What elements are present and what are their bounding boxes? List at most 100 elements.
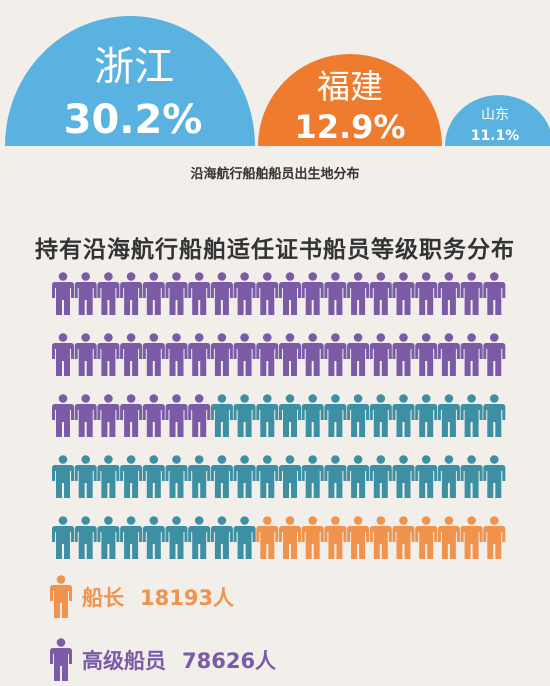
person-icon	[279, 516, 301, 559]
person-icon	[142, 333, 165, 376]
person-icon	[460, 333, 483, 376]
person-icon	[369, 516, 392, 559]
person-icon	[483, 455, 506, 498]
person-icon	[324, 272, 347, 315]
person-icon	[50, 575, 72, 618]
person-icon	[233, 272, 256, 315]
bubble-shandong	[445, 95, 550, 146]
legend-label-captain: 船长	[82, 586, 124, 610]
person-icon	[256, 272, 279, 315]
person-icon	[50, 638, 72, 681]
person-icon	[52, 516, 74, 559]
person-icon	[74, 516, 97, 559]
person-icon	[460, 455, 483, 498]
person-icon	[165, 333, 188, 376]
person-icon	[165, 394, 188, 437]
person-icon	[324, 455, 347, 498]
person-icon	[437, 394, 460, 437]
person-icon	[165, 272, 188, 315]
person-icon	[188, 333, 211, 376]
person-icon	[210, 333, 233, 376]
person-icon	[210, 272, 233, 315]
people-pictogram-grid	[52, 272, 506, 559]
person-icon	[301, 516, 324, 559]
person-icon	[52, 333, 74, 376]
person-icon	[142, 455, 165, 498]
person-icon	[483, 516, 506, 559]
person-icon	[256, 394, 279, 437]
bubble-value-shandong: 11.1%	[471, 128, 520, 144]
person-icon	[301, 272, 324, 315]
rank-chart-title: 持有沿海航行船舶适任证书船员等级职务分布	[35, 237, 515, 263]
legend-senior-crew: 高级船员 78626人	[50, 637, 276, 683]
legend-count-captain: 18193人	[140, 586, 235, 610]
person-icon	[120, 394, 143, 437]
person-icon	[415, 455, 438, 498]
person-icon	[120, 333, 143, 376]
person-icon	[437, 455, 460, 498]
person-icon	[301, 333, 324, 376]
person-icon	[279, 333, 301, 376]
person-icon	[233, 333, 256, 376]
person-icon	[324, 394, 347, 437]
person-icon	[460, 516, 483, 559]
person-icon	[165, 455, 188, 498]
province-chart-caption: 沿海航行船舶船员出生地分布	[190, 167, 360, 182]
person-icon	[233, 455, 256, 498]
person-icon	[483, 272, 506, 315]
person-icon	[120, 516, 143, 559]
person-icon	[188, 455, 211, 498]
person-icon	[437, 333, 460, 376]
person-icon	[165, 516, 188, 559]
person-icon	[392, 272, 415, 315]
person-icon	[210, 516, 233, 559]
province-bubble-chart: 浙江 30.2% 福建 12.9% 山东 11.1%	[5, 16, 550, 146]
bubble-label-zhejiang: 浙江	[94, 44, 174, 90]
person-icon	[301, 394, 324, 437]
person-icon	[415, 516, 438, 559]
person-icon	[188, 394, 211, 437]
person-icon	[460, 394, 483, 437]
person-icon	[52, 394, 74, 437]
person-icon	[415, 333, 438, 376]
person-icon	[369, 333, 392, 376]
person-icon	[74, 272, 97, 315]
legend-captain: 船长 18193人	[50, 574, 234, 620]
bubble-value-fujian: 12.9%	[294, 108, 405, 146]
person-icon	[256, 516, 279, 559]
person-icon	[347, 394, 370, 437]
person-icon	[347, 516, 370, 559]
person-icon	[256, 333, 279, 376]
person-icon	[97, 333, 120, 376]
person-icon	[483, 394, 506, 437]
person-icon	[437, 516, 460, 559]
person-icon	[74, 455, 97, 498]
person-icon	[97, 272, 120, 315]
person-icon	[188, 272, 211, 315]
person-icon	[301, 455, 324, 498]
person-icon	[347, 455, 370, 498]
bubble-label-fujian: 福建	[317, 67, 383, 106]
person-icon	[74, 333, 97, 376]
person-icon	[97, 516, 120, 559]
bubble-value-zhejiang: 30.2%	[64, 97, 203, 143]
legend-label-senior-crew: 高级船员	[82, 649, 166, 673]
bubble-zhejiang	[5, 16, 255, 146]
bubble-label-shandong: 山东	[481, 107, 509, 123]
person-icon	[392, 516, 415, 559]
person-icon	[120, 272, 143, 315]
person-icon	[279, 455, 301, 498]
person-icon	[97, 394, 120, 437]
person-icon	[74, 394, 97, 437]
person-icon	[120, 455, 143, 498]
person-icon	[279, 394, 301, 437]
person-icon	[415, 394, 438, 437]
person-icon	[233, 394, 256, 437]
person-icon	[97, 455, 120, 498]
person-icon	[233, 516, 256, 559]
person-icon	[392, 455, 415, 498]
person-icon	[369, 272, 392, 315]
person-icon	[256, 455, 279, 498]
person-icon	[415, 272, 438, 315]
person-icon	[52, 455, 74, 498]
